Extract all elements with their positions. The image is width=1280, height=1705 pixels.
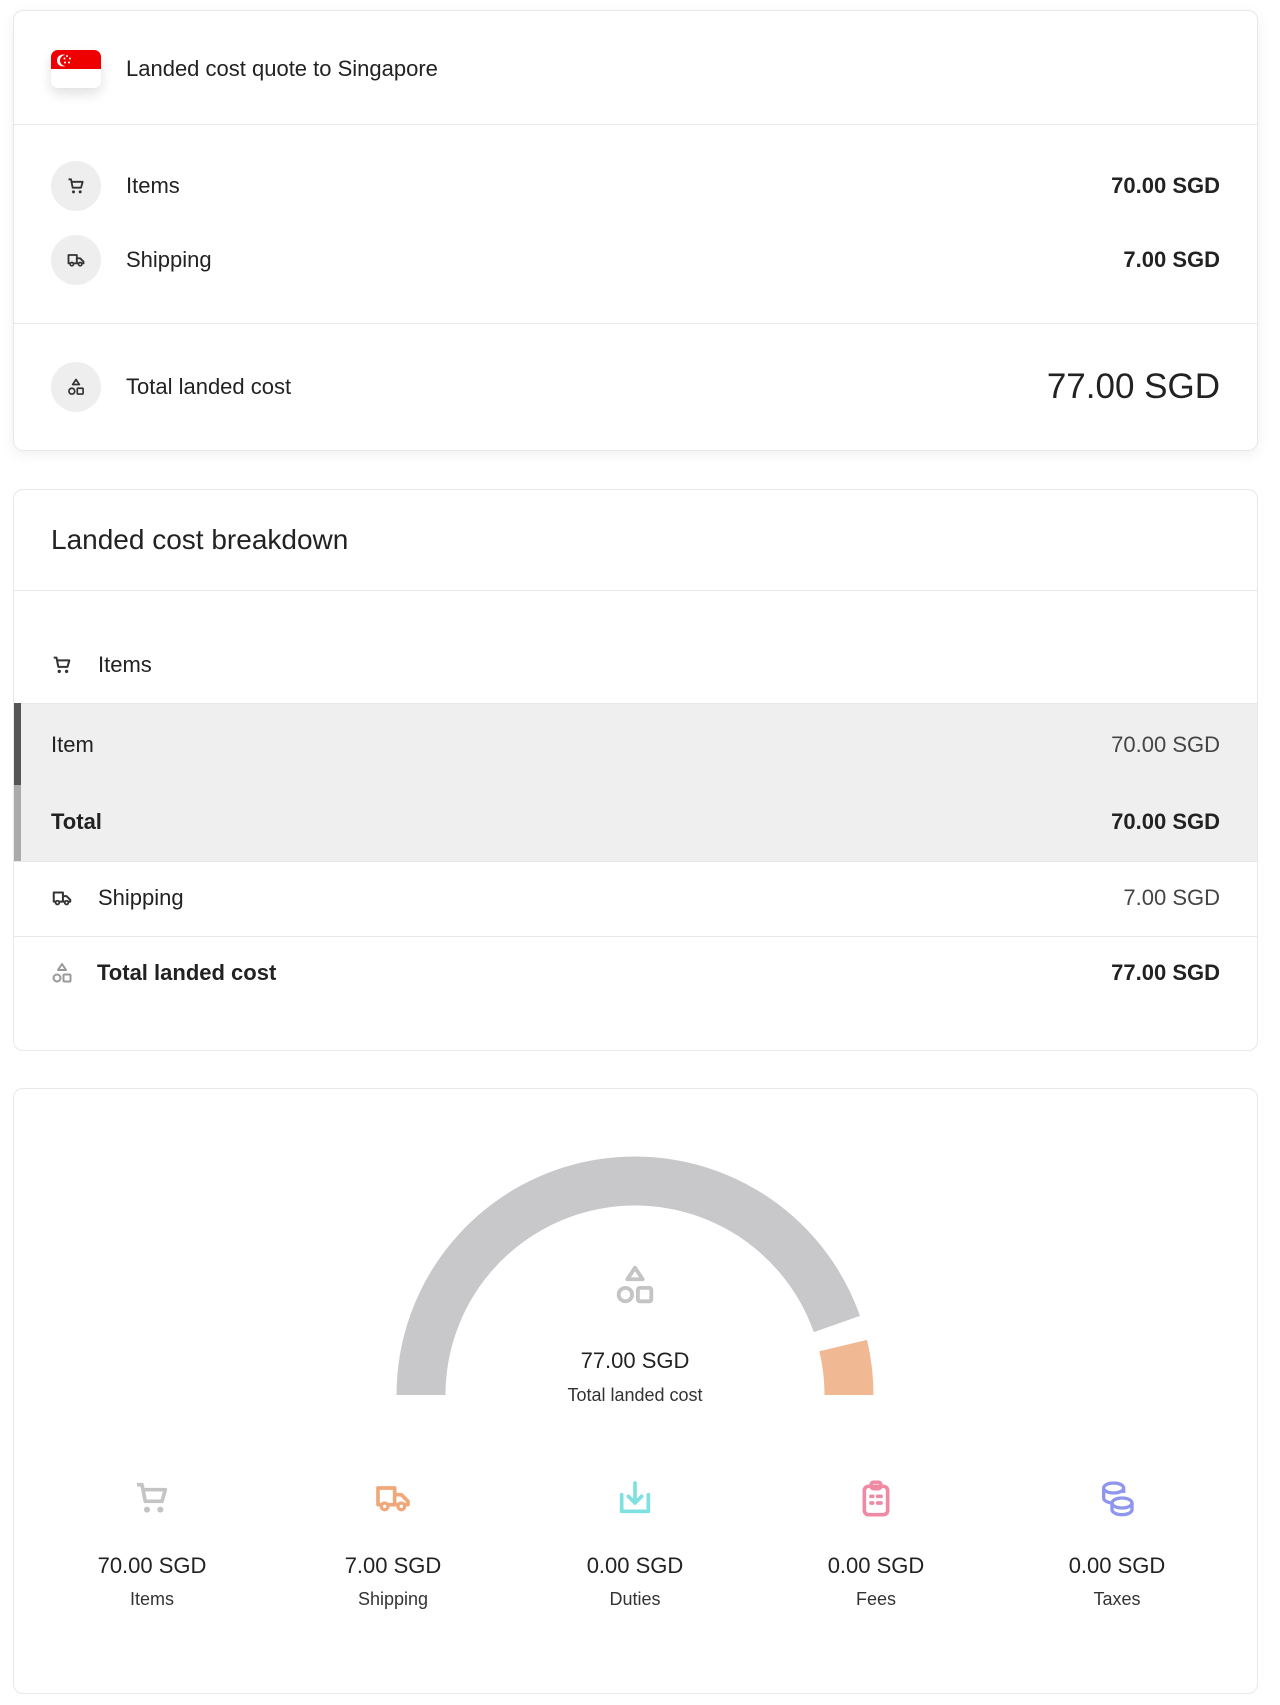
truck-icon <box>373 1478 413 1518</box>
shapes-icon <box>51 362 101 412</box>
stat-fees: 0.00 SGD Fees <box>776 1478 976 1610</box>
quote-row-items: Items 70.00 SGD <box>14 161 1257 211</box>
breakdown-card: Landed cost breakdown Items Item 70.00 S… <box>13 489 1258 1051</box>
quote-row-total: Total landed cost 77.00 SGD <box>14 362 1257 412</box>
total-value: 77.00 SGD <box>1046 367 1220 406</box>
singapore-flag-icon <box>51 50 101 88</box>
cart-icon <box>132 1478 172 1518</box>
breakdown-row-shipping: Shipping 7.00 SGD <box>14 881 1257 915</box>
gauge-segment-shipping <box>819 1339 874 1396</box>
gauge-segment-items <box>396 1156 860 1396</box>
breakdown-row-landed-total: Total landed cost 77.00 SGD <box>14 956 1257 990</box>
shapes-icon <box>612 1262 658 1308</box>
stat-value: 70.00 SGD <box>97 1553 207 1578</box>
gauge-total-label: Total landed cost <box>567 1385 703 1405</box>
download-tray-icon <box>615 1478 655 1518</box>
row-label: Shipping <box>126 247 212 272</box>
stat-items: 70.00 SGD Items <box>52 1478 252 1610</box>
breakdown-title: Landed cost breakdown <box>51 524 349 555</box>
stat-shipping: 7.00 SGD Shipping <box>293 1478 493 1610</box>
truck-icon <box>51 235 101 285</box>
stat-value: 0.00 SGD <box>1068 1553 1166 1578</box>
stat-label: Fees <box>855 1589 897 1609</box>
quote-card: Landed cost quote to Singapore Items 70.… <box>13 10 1258 451</box>
clipboard-icon <box>856 1478 896 1518</box>
stat-label: Duties <box>609 1589 661 1609</box>
stat-duties: 0.00 SGD Duties <box>535 1478 735 1610</box>
stat-label: Items <box>129 1589 174 1609</box>
coins-icon <box>1097 1478 1137 1518</box>
stat-value: 0.00 SGD <box>827 1553 925 1578</box>
quote-title: Landed cost quote to Singapore <box>126 56 438 81</box>
stat-taxes: 0.00 SGD Taxes <box>1017 1478 1217 1610</box>
stat-label: Taxes <box>1093 1589 1141 1609</box>
row-label: Total landed cost <box>126 374 292 399</box>
stat-label: Shipping <box>357 1589 429 1609</box>
gauge-total-value: 77.00 SGD <box>580 1348 690 1373</box>
row-label: Items <box>126 173 180 198</box>
stat-value: 7.00 SGD <box>344 1553 442 1578</box>
breakdown-row-item: Item 70.00 SGD <box>51 732 1220 757</box>
items-header: Items <box>14 648 1257 682</box>
row-value: 70.00 SGD <box>1111 173 1220 198</box>
row-value: 7.00 SGD <box>1123 247 1220 272</box>
quote-row-shipping: Shipping 7.00 SGD <box>14 235 1257 285</box>
cart-icon <box>51 161 101 211</box>
stat-value: 0.00 SGD <box>586 1553 684 1578</box>
breakdown-row-total: Total 70.00 SGD <box>51 809 1220 834</box>
